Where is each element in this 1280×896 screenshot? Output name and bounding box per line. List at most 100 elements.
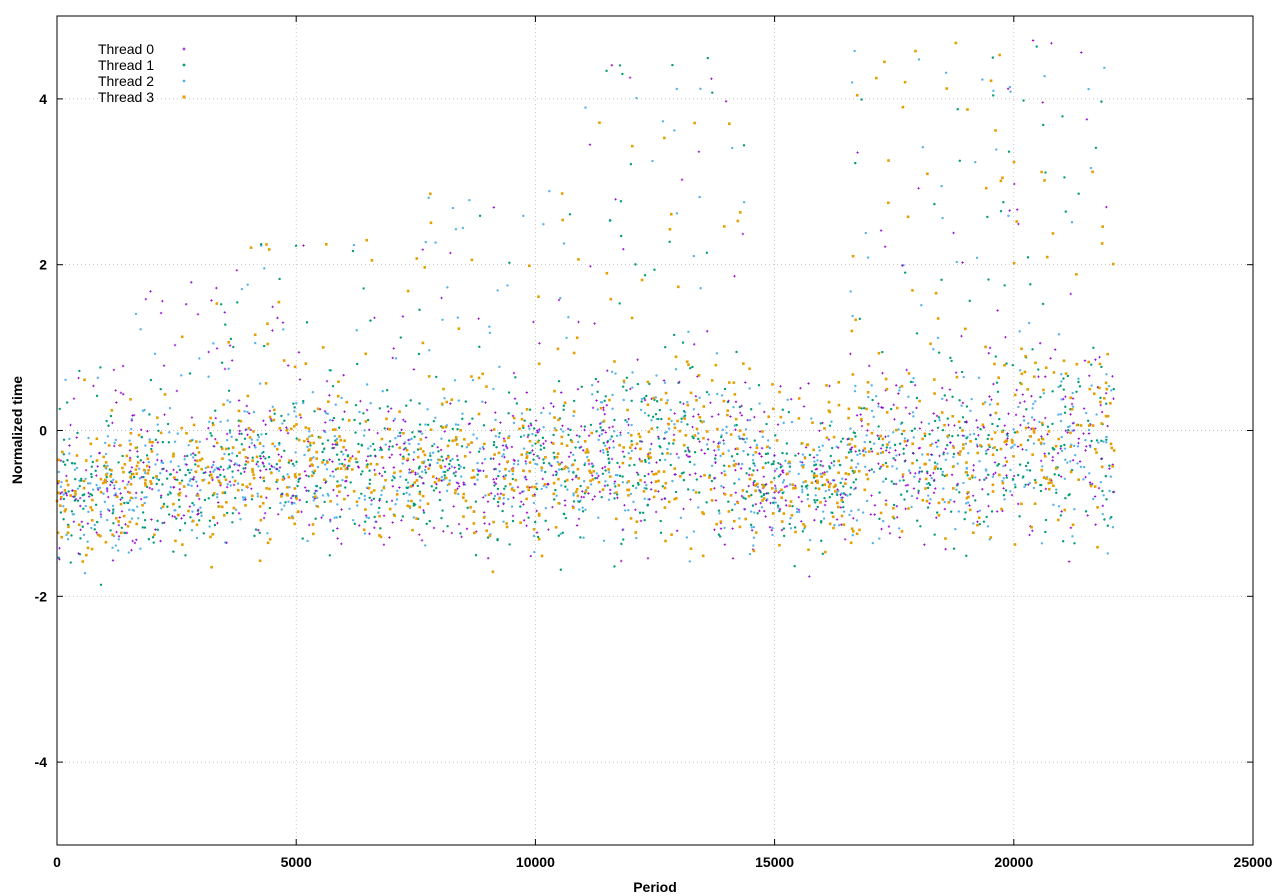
- data-point: [731, 557, 735, 560]
- data-point: [970, 397, 973, 401]
- data-point: [365, 238, 369, 242]
- data-point: [171, 514, 174, 518]
- data-point: [198, 440, 202, 443]
- data-point: [332, 475, 335, 478]
- data-point: [989, 79, 993, 83]
- data-point: [398, 486, 401, 489]
- data-point: [810, 470, 814, 473]
- data-point: [278, 277, 281, 281]
- data-point: [911, 461, 914, 465]
- data-point: [664, 391, 668, 395]
- data-point: [180, 479, 184, 482]
- data-point: [190, 529, 194, 532]
- data-point: [774, 487, 777, 490]
- data-point: [531, 432, 534, 436]
- data-point: [575, 487, 579, 491]
- data-point: [557, 379, 561, 383]
- data-point: [877, 462, 880, 465]
- data-point: [349, 481, 352, 484]
- data-point: [359, 399, 362, 403]
- data-point: [629, 163, 633, 166]
- data-point: [629, 433, 633, 437]
- data-point: [844, 478, 848, 481]
- x-tick-label: 15000: [755, 854, 794, 870]
- data-point: [456, 458, 459, 462]
- data-point: [1084, 449, 1087, 452]
- data-point: [958, 453, 961, 456]
- data-point: [560, 391, 563, 394]
- data-point: [1018, 401, 1022, 405]
- data-point: [549, 402, 553, 405]
- data-point: [570, 440, 574, 443]
- data-point: [65, 494, 69, 497]
- data-point: [76, 487, 80, 490]
- data-point: [744, 441, 747, 444]
- data-point: [949, 356, 952, 360]
- data-point: [633, 463, 636, 467]
- data-point: [454, 470, 458, 474]
- data-point: [577, 440, 580, 444]
- data-point: [856, 453, 859, 457]
- data-point: [512, 462, 516, 466]
- data-point: [527, 424, 530, 428]
- data-point: [364, 508, 367, 511]
- data-point: [198, 459, 202, 462]
- data-point: [377, 511, 380, 514]
- data-point: [591, 406, 595, 410]
- data-point: [422, 511, 426, 514]
- data-point: [752, 481, 755, 485]
- data-point: [1104, 474, 1108, 478]
- data-point: [200, 457, 204, 461]
- data-point: [753, 479, 756, 483]
- data-point: [519, 435, 523, 439]
- data-point: [305, 321, 309, 324]
- data-point: [563, 480, 567, 483]
- data-point: [1043, 75, 1046, 78]
- data-point: [312, 499, 315, 502]
- data-point: [1002, 487, 1005, 490]
- data-point: [262, 450, 265, 454]
- data-point: [534, 419, 538, 422]
- data-point: [187, 443, 190, 447]
- data-point: [608, 219, 612, 222]
- data-point: [331, 470, 335, 473]
- data-point: [66, 483, 70, 487]
- data-point: [699, 87, 702, 91]
- data-point: [395, 443, 399, 446]
- data-point: [604, 431, 607, 434]
- data-point: [682, 478, 686, 482]
- data-point: [146, 472, 150, 475]
- data-point: [927, 422, 931, 425]
- data-point: [216, 467, 220, 471]
- data-point: [1050, 481, 1053, 484]
- data-point: [978, 460, 981, 463]
- data-point: [870, 494, 873, 497]
- data-point: [992, 473, 995, 476]
- data-point: [148, 465, 151, 469]
- data-point: [907, 507, 910, 510]
- data-point: [697, 437, 700, 441]
- data-point: [654, 510, 658, 514]
- data-point: [1013, 431, 1017, 434]
- data-point: [391, 485, 395, 488]
- data-point: [461, 412, 464, 415]
- data-point: [338, 435, 341, 438]
- data-point: [1031, 348, 1034, 351]
- data-point: [815, 474, 819, 478]
- data-point: [113, 487, 116, 490]
- data-point: [408, 468, 411, 471]
- data-point: [478, 214, 482, 218]
- data-point: [1105, 498, 1108, 501]
- data-point: [429, 221, 433, 225]
- data-point: [82, 533, 86, 537]
- data-point: [140, 491, 144, 494]
- data-point: [912, 487, 916, 490]
- data-point: [462, 466, 466, 470]
- data-point: [492, 428, 496, 431]
- data-point: [990, 398, 993, 401]
- data-point: [995, 510, 999, 513]
- data-point: [618, 474, 622, 478]
- data-point: [487, 493, 491, 496]
- data-point: [968, 477, 972, 481]
- data-point: [994, 129, 997, 132]
